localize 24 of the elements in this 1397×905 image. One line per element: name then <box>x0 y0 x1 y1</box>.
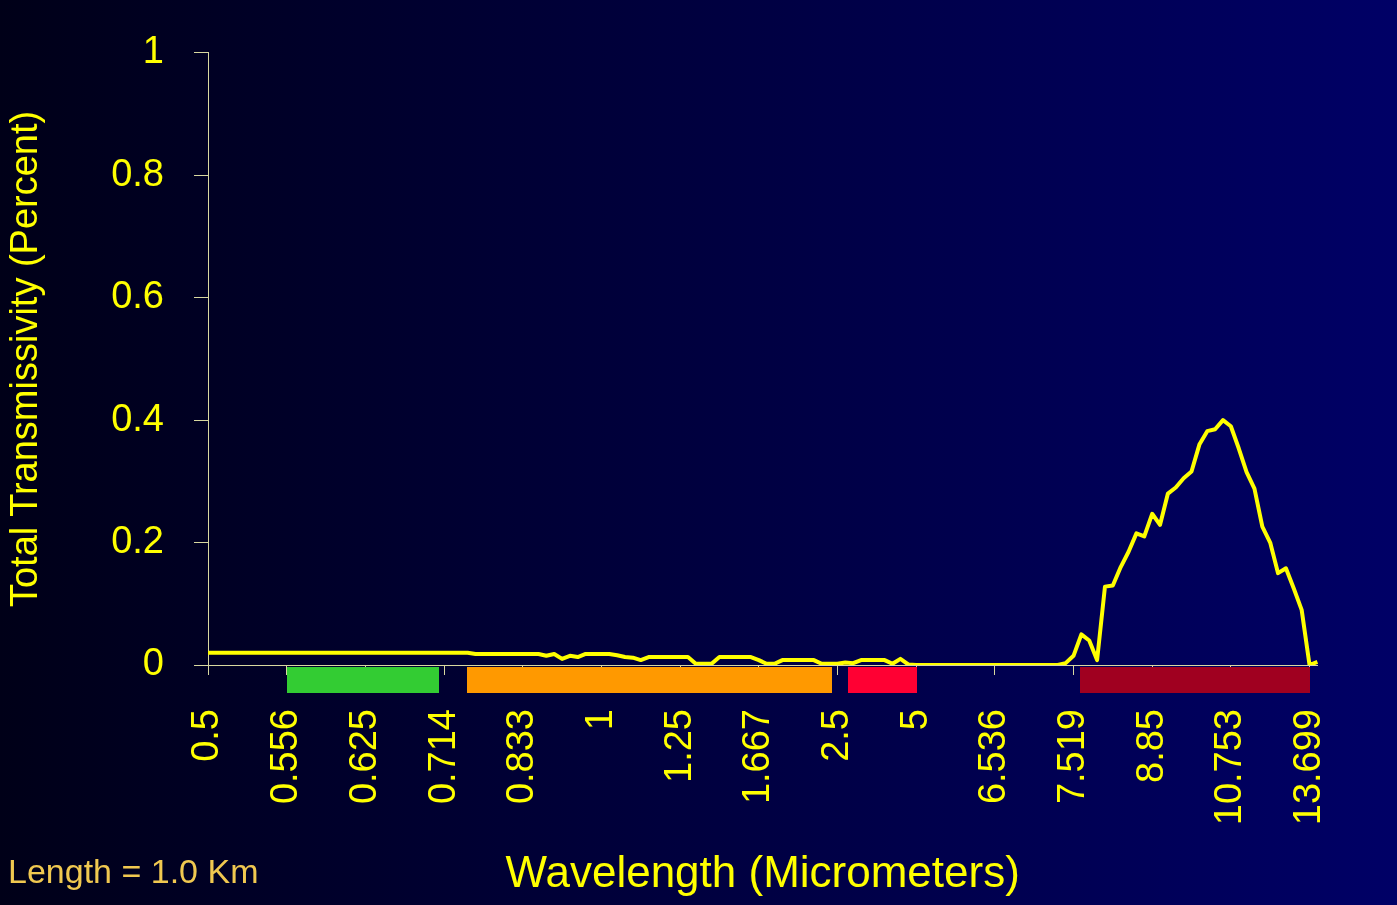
x-tick-label: 13.699 <box>1286 709 1329 826</box>
y-tick-label: 0.8 <box>111 151 164 194</box>
x-tick-label: 1.25 <box>656 709 699 783</box>
x-tick-label: 1 <box>577 709 620 731</box>
y-tick-label: 0.2 <box>111 519 164 562</box>
x-tick-label: 0.5 <box>184 709 227 762</box>
x-tick-label: 0.556 <box>263 709 306 805</box>
y-axis-title: Total Transmissivity (Percent) <box>3 110 46 608</box>
y-tick-label: 1 <box>142 29 164 72</box>
x-tick-label: 8.85 <box>1128 709 1171 783</box>
x-axis-title: Wavelength (Micrometers) <box>505 846 1020 896</box>
y-tick-label: 0 <box>142 641 164 684</box>
text: Length = 1.0 Km <box>8 852 259 891</box>
x-tick-label: 6.536 <box>971 709 1014 805</box>
y-tick-label: 0.6 <box>111 274 164 317</box>
x-tick-label: 0.625 <box>341 709 384 805</box>
y-tick-label: 0.4 <box>111 396 164 439</box>
x-tick-label: 0.714 <box>420 709 463 805</box>
x-tick-label: 7.519 <box>1049 709 1092 805</box>
x-tick-label: 1.667 <box>735 709 778 805</box>
x-tick-label: 5 <box>892 709 935 731</box>
x-tick-label: 2.5 <box>813 709 856 762</box>
x-tick-label: 10.753 <box>1207 709 1250 826</box>
x-tick-label: 0.833 <box>499 709 542 805</box>
